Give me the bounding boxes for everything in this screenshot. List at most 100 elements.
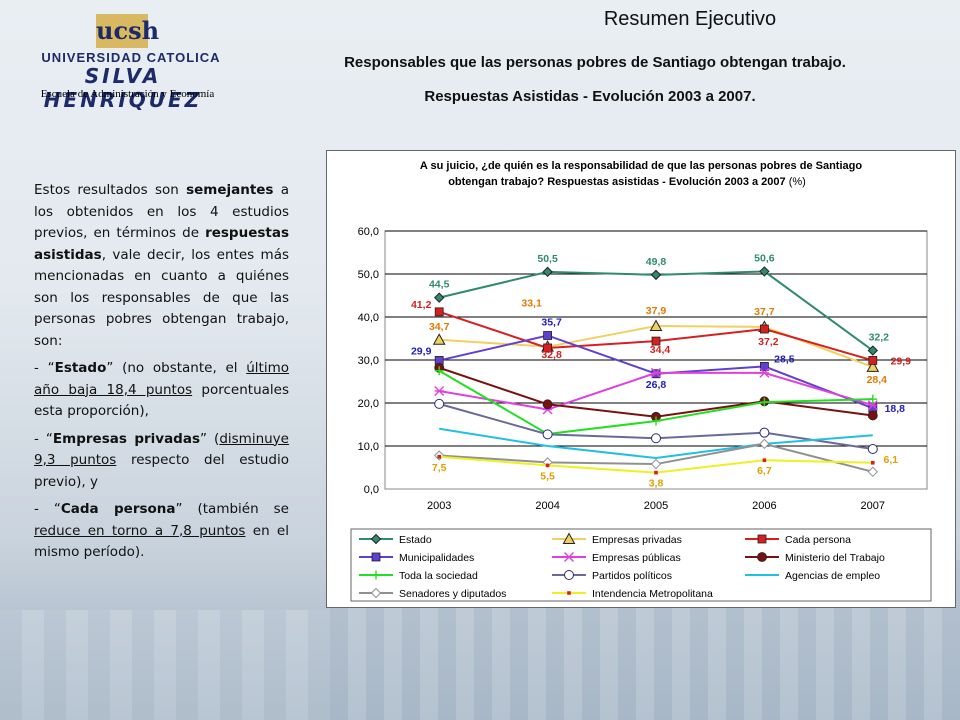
legend-label: Partidos políticos [592,570,672,582]
data-point [651,416,661,426]
data-point [867,345,879,356]
data-point [867,466,879,478]
data-point [564,570,574,580]
data-point [433,292,445,303]
data-point [370,533,382,545]
star-stroke [434,385,445,396]
data-point [434,398,445,409]
data-point [370,587,382,599]
data-point [543,343,553,353]
data-point [542,429,553,440]
data-point [868,394,878,404]
legend-item: Intendencia Metropolitana [552,588,713,600]
summary-text: Estos resultados son semejantes a los ob… [34,180,289,570]
legend-label: Estado [399,534,432,546]
data-point [542,399,553,410]
bullet-estado: - “Estado” (no obstante, el último año b… [34,360,290,419]
data-point [867,444,878,455]
data-point [651,367,661,378]
legend-item: Empresas públicas [552,552,681,564]
legend-label: Municipalidades [399,552,474,564]
star-stroke [759,367,770,378]
page-subtitle-1: Responsables que las personas pobres de … [344,54,846,71]
data-point [562,532,576,544]
y-tick-label: 40,0 [358,312,379,324]
data-label: 26,8 [646,379,667,391]
star-stroke [564,552,574,562]
legend-item: Estado [359,533,432,546]
legend-label: Senadores y diputados [399,588,506,600]
y-tick-label: 60,0 [358,226,379,238]
data-label: 18,8 [885,403,906,415]
data-label: 32,2 [869,332,890,344]
data-point [759,427,770,438]
data-label: 44,5 [429,279,450,291]
data-point [757,534,767,544]
chart-title-line2: obtengan trabajo? Respuestas asistidas -… [448,176,806,188]
data-point [567,591,571,595]
data-point [437,454,441,459]
series-estado [433,266,879,356]
legend-label: Empresas privadas [592,534,682,546]
data-point [432,333,446,345]
data-label: 29,9 [891,355,912,367]
data-point [371,570,381,580]
data-label: 37,2 [758,336,779,348]
data-label: 3,8 [649,478,664,490]
legend-item: Empresas privadas [552,532,682,546]
data-label: 50,5 [537,253,558,265]
data-label: 28,5 [774,353,795,365]
data-label: 37,7 [754,306,775,318]
series-partidos-politicos [434,398,878,455]
logo-university: UNIVERSIDAD CATOLICA [41,50,221,65]
data-point [867,400,878,411]
data-label: 28,4 [867,374,888,386]
legend-item: Partidos políticos [552,570,672,582]
data-point [866,360,880,372]
data-point [651,336,661,346]
data-point [650,458,662,470]
bullet-cada-persona: - “Cada persona” (también se reduce en t… [34,501,289,560]
data-label: 34,7 [429,321,450,333]
data-point [759,324,769,334]
series-line [439,427,873,460]
data-point [762,458,767,462]
legend-label: Agencias de empleo [785,570,880,582]
y-tick-label: 0,0 [364,484,379,496]
chart-title-line1: A su juicio, ¿de quién es la responsabil… [420,160,862,172]
data-point [434,307,444,317]
summary-paragraph: Estos resultados son semejantes a los ob… [34,182,289,349]
x-tick-label: 2003 [427,500,451,512]
data-point [434,385,445,396]
legend-item: Municipalidades [359,552,474,564]
x-tick-label: 2006 [752,500,776,512]
data-point [759,438,770,450]
data-point [564,552,574,562]
data-label: 34,4 [650,344,671,356]
logo-mark: ucsh [96,14,159,48]
data-label: 33,1 [521,298,542,310]
series-cada-persona [434,307,878,365]
background-building-left [0,610,330,720]
legend-label: Ministerio del Trabajo [785,552,885,564]
y-tick-label: 10,0 [358,441,379,453]
data-label: 6,1 [883,454,898,466]
logo-school: Escuela de Administración y Economía [40,88,215,100]
data-point [868,356,878,365]
star-stroke [867,400,878,411]
legend-item: Senadores y diputados [359,587,506,600]
data-point [759,266,770,277]
star-stroke [651,367,661,378]
series-agencias-de-empleo [439,427,873,460]
data-point [867,410,878,421]
data-point [650,269,662,281]
legend-item: Cada persona [745,534,851,546]
university-logo: ucsh UNIVERSIDAD CATOLICA SILVA HENRIQUE… [10,10,235,112]
legend-label: Cada persona [785,534,851,546]
logo-name: SILVA HENRIQUEZ [43,64,203,112]
page-title: Resumen Ejecutivo [603,8,777,30]
data-label: 6,7 [757,465,772,477]
data-point [759,397,769,407]
data-point [542,266,553,278]
line-chart: A su juicio, ¿de quién es la responsabil… [350,160,932,602]
